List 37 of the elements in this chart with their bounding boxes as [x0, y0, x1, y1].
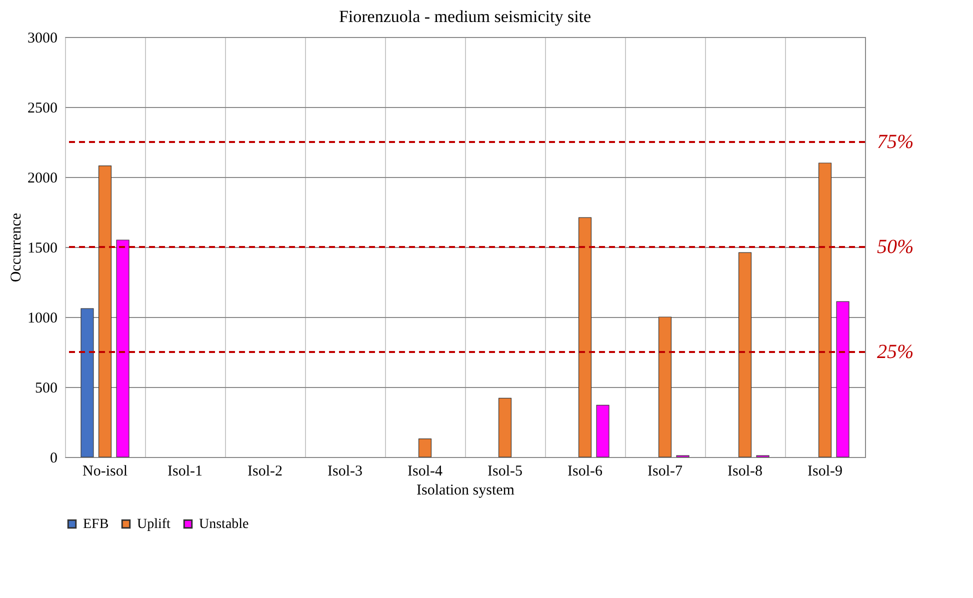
x-tick-label: Isol-9: [808, 464, 842, 480]
y-tick-label: 3000: [28, 30, 58, 46]
x-tick-label: No-isol: [82, 464, 128, 480]
bar: [98, 166, 112, 458]
y-tick-label: 2500: [28, 100, 58, 116]
ref-line-label: 50%: [877, 236, 914, 258]
y-tick-label: 500: [35, 380, 58, 396]
bar: [658, 316, 672, 458]
bar: [596, 404, 610, 458]
bar: [418, 438, 432, 458]
x-axis-title: Isolation system: [416, 482, 515, 498]
bar: [80, 308, 94, 458]
bar: [578, 217, 592, 458]
x-tick-label: Isol-4: [408, 464, 443, 480]
bar: [818, 162, 832, 458]
x-tick-label: Isol-8: [728, 464, 762, 480]
y-axis-title: Occurrence: [8, 212, 24, 282]
legend-label: Uplift: [137, 517, 171, 532]
chart-title: Fiorenzuola - medium seismicity site: [338, 7, 592, 26]
y-tick-label: 1500: [28, 240, 58, 256]
legend-label: Unstable: [199, 517, 249, 532]
legend-label: EFB: [83, 517, 109, 532]
x-tick-label: Isol-3: [328, 464, 362, 480]
bar: [738, 252, 752, 458]
bar: [116, 240, 130, 458]
x-tick-label: Isol-2: [248, 464, 282, 480]
y-tick-label: 2000: [28, 170, 58, 186]
bar: [836, 301, 850, 458]
bar: [498, 398, 512, 458]
x-tick-label: Isol-5: [488, 464, 522, 480]
y-tick-label: 1000: [28, 310, 58, 326]
x-tick-label: Isol-7: [648, 464, 683, 480]
x-tick-label: Isol-1: [168, 464, 202, 480]
x-tick-label: Isol-6: [568, 464, 603, 480]
ref-line-label: 75%: [877, 131, 914, 153]
y-tick-label: 0: [50, 450, 58, 466]
ref-line-label: 25%: [877, 341, 914, 363]
